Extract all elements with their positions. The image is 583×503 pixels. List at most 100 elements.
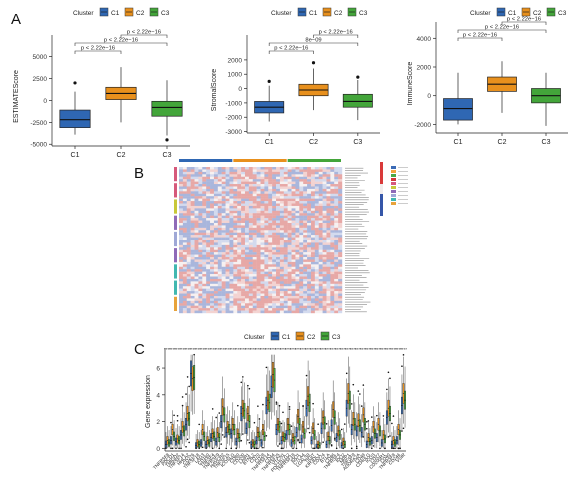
heatmap-legend-swatch	[391, 198, 396, 201]
heatmap-cell	[295, 252, 300, 255]
heatmap-cell	[225, 300, 230, 304]
heatmap-cell	[291, 278, 296, 282]
heatmap-cell	[272, 244, 277, 248]
heatmap-cell	[256, 171, 261, 175]
comparison-p-value: p < 2.22e−16	[507, 17, 541, 23]
heatmap-cell	[268, 210, 273, 214]
heatmap-cell	[233, 176, 238, 180]
heatmap-cell	[303, 247, 308, 250]
heatmap-cell	[190, 274, 195, 277]
heatmap-cell	[186, 196, 191, 199]
heatmap-cell	[260, 203, 265, 207]
heatmap-cell	[179, 222, 184, 226]
significance-marker: ****	[204, 347, 211, 352]
heatmap-cell	[190, 252, 195, 255]
heatmap-cell	[260, 198, 265, 202]
gene-outlier	[188, 385, 190, 388]
gene-outlier	[298, 441, 301, 444]
heatmap-cell	[334, 205, 339, 209]
heatmap-cell	[264, 188, 269, 192]
heatmap-cell	[256, 218, 261, 221]
heatmap-cell	[322, 249, 327, 253]
heatmap-cell	[186, 218, 191, 221]
heatmap-cell	[318, 261, 323, 265]
heatmap-cell	[276, 237, 281, 241]
heatmap-cell	[260, 276, 265, 280]
heatmap-cell	[221, 264, 226, 267]
heatmap-cell	[299, 259, 304, 263]
heatmap-cell	[202, 274, 207, 277]
heatmap-cell	[217, 278, 222, 282]
significance-marker: ****	[199, 347, 206, 352]
heatmap-cell	[318, 232, 323, 236]
heatmap-cell	[252, 167, 257, 170]
heatmap-cell	[225, 171, 230, 175]
gene-outlier	[280, 447, 283, 450]
heatmap-cell	[202, 242, 207, 246]
heatmap-cell	[326, 179, 331, 182]
heatmap-cell	[303, 286, 308, 289]
heatmap-cell	[244, 167, 250, 170]
heatmap-cell	[279, 213, 284, 216]
heatmap-cell	[330, 281, 335, 284]
heatmap-cell	[299, 205, 304, 209]
heatmap-cell	[322, 247, 327, 250]
heatmap-cell	[252, 288, 257, 292]
heatmap-cell	[272, 205, 277, 209]
heatmap-cell	[264, 259, 269, 263]
heatmap-cell	[213, 218, 219, 221]
heatmap-cell	[291, 240, 296, 243]
heatmap-cell	[291, 259, 296, 263]
heatmap-cell	[334, 191, 339, 194]
heatmap-cell	[244, 230, 250, 233]
heatmap-cell	[256, 179, 261, 182]
heatmap-cell	[264, 247, 269, 250]
heatmap-cell	[210, 264, 215, 267]
heatmap-cell	[318, 308, 323, 311]
heatmap-cell	[194, 276, 199, 280]
heatmap-cell	[241, 208, 246, 211]
heatmap-cell	[338, 208, 343, 211]
heatmap-cell	[318, 218, 323, 221]
heatmap-cell	[268, 257, 273, 260]
heatmap-cell	[221, 276, 226, 280]
heatmap-cell	[338, 310, 343, 314]
heatmap-cell	[310, 174, 316, 177]
heatmap-cell	[310, 240, 316, 243]
heatmap-cell	[198, 247, 203, 250]
heatmap-cell	[190, 298, 195, 302]
heatmap-cell	[217, 281, 222, 284]
heatmap-cell	[182, 244, 187, 248]
heatmap-cell	[295, 198, 300, 202]
comparison-p-value: p < 2.22e−16	[319, 30, 353, 36]
heatmap-cell	[326, 271, 331, 275]
heatmap-cell	[198, 286, 203, 289]
heatmap-cell	[299, 235, 304, 238]
heatmap-cell	[264, 225, 269, 229]
gene-outlier	[278, 443, 281, 445]
heatmap-cell	[206, 171, 211, 175]
heatmap-cell	[186, 254, 191, 258]
heatmap-cell	[229, 176, 234, 180]
heatmap-cell	[268, 215, 273, 219]
heatmap-cell	[182, 240, 187, 243]
heatmap-cell	[217, 266, 222, 270]
gene-outlier	[352, 383, 355, 386]
heatmap-cell	[326, 218, 331, 221]
heatmap-cell	[233, 257, 238, 260]
heatmap-cell	[322, 291, 327, 294]
heatmap-cell	[303, 288, 308, 292]
heatmap-cell	[202, 310, 207, 314]
heatmap-cell	[264, 196, 269, 199]
heatmap-cell	[206, 222, 211, 226]
heatmap-scale-high	[380, 162, 383, 184]
heatmap-cell	[225, 295, 230, 299]
heatmap-cell	[338, 169, 343, 173]
heatmap-cell	[291, 254, 296, 258]
significance-marker: ****	[320, 347, 327, 352]
heatmap-cell	[303, 198, 308, 202]
heatmap-cell	[194, 303, 199, 306]
heatmap-cell	[260, 167, 265, 170]
heatmap-cell	[276, 271, 281, 275]
heatmap-cell	[283, 308, 288, 311]
